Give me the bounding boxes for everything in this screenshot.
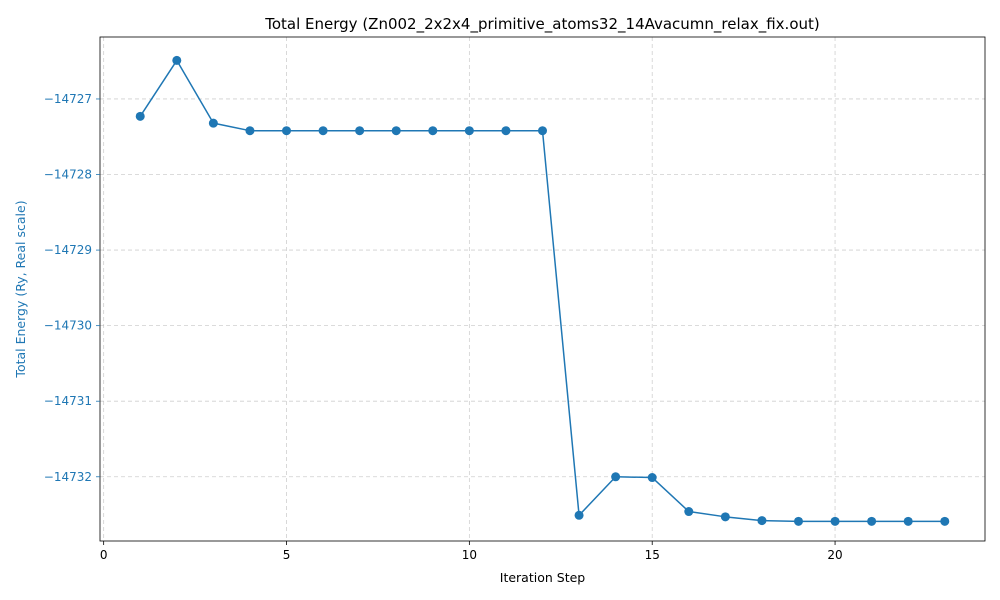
data-point <box>903 516 913 526</box>
y-tick-label: −14727 <box>44 92 92 106</box>
data-point <box>538 126 547 136</box>
data-point <box>245 126 255 136</box>
chart-title: Total Energy (Zn002_2x2x4_primitive_atom… <box>264 15 820 34</box>
plot-area-frame <box>99 36 986 542</box>
data-point <box>940 516 950 526</box>
data-point <box>611 472 621 482</box>
data-point <box>355 126 365 136</box>
x-tick-label: 0 <box>100 548 108 562</box>
y-axis-title: Total Energy (Ry, Real scale) <box>13 200 28 378</box>
data-point <box>464 126 474 136</box>
data-point <box>574 510 584 520</box>
x-tick-label: 5 <box>283 548 291 562</box>
data-point <box>793 516 803 526</box>
y-tick-label: −14731 <box>44 394 92 408</box>
y-tick-label: −14732 <box>44 470 92 484</box>
y-tick-label: −14730 <box>44 319 92 333</box>
data-point <box>647 473 657 483</box>
data-point <box>830 516 840 526</box>
data-point <box>867 516 877 526</box>
axis-ticks: 0 5 10 15 20 −14727 −14728 −14729 −14730 −14731 −1… <box>44 92 843 562</box>
x-tick-label: 10 <box>462 548 477 562</box>
data-point <box>428 126 438 136</box>
y-tick-label: −14728 <box>44 168 92 182</box>
data-point <box>208 118 218 128</box>
data-point <box>684 507 694 517</box>
data-point <box>318 126 328 136</box>
x-tick-label: 15 <box>645 548 660 562</box>
data-point <box>391 126 401 136</box>
data-point <box>757 516 767 526</box>
data-point <box>135 111 145 121</box>
x-axis-title: Iteration Step <box>500 570 586 585</box>
y-tick-label: −14729 <box>44 243 92 257</box>
data-point <box>720 512 730 522</box>
data-point <box>172 55 182 65</box>
x-tick-label: 20 <box>827 548 842 562</box>
data-point <box>282 126 292 136</box>
series-group <box>135 55 950 526</box>
data-point <box>501 126 511 136</box>
grid <box>100 37 985 541</box>
